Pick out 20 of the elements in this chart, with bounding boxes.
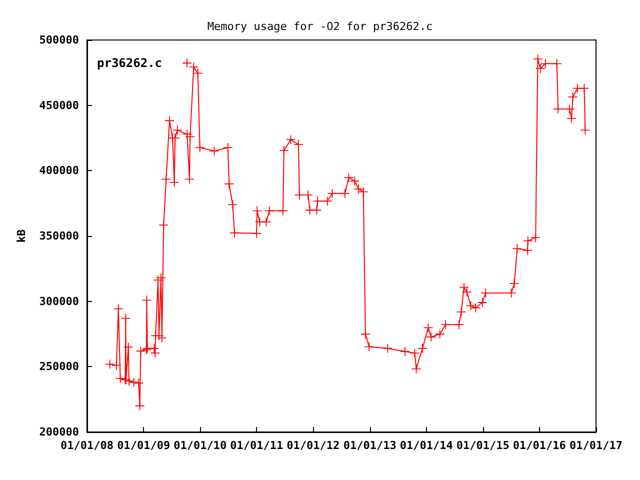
x-tick-label: 01/01/12 [286,439,340,452]
chart-title: Memory usage for -O2 for pr36262.c [207,20,433,33]
y-axis-title: kB [15,229,28,243]
x-tick-label: 01/01/17 [570,439,622,452]
x-tick-label: 01/01/15 [456,439,510,452]
x-tick-label: 01/01/11 [230,439,284,452]
y-tick-label: 500000 [39,34,79,46]
y-tick-label: 400000 [39,164,79,178]
x-tick-label: 01/01/10 [174,439,227,452]
y-tick-label: 450000 [39,98,79,112]
y-tick-label: 250000 [39,360,79,374]
x-tick-label: 01/01/14 [400,439,454,452]
x-tick-label: 01/01/08 [60,439,114,452]
x-tick-label: 01/01/09 [117,439,170,452]
x-tick-label: 01/01/13 [343,439,396,452]
y-tick-label: 200000 [39,426,79,438]
x-tick-label: 01/01/16 [512,439,566,452]
y-tick-label: 350000 [39,230,79,242]
y-tick-label: 300000 [39,294,79,308]
legend-label: pr36262.c [96,56,162,70]
